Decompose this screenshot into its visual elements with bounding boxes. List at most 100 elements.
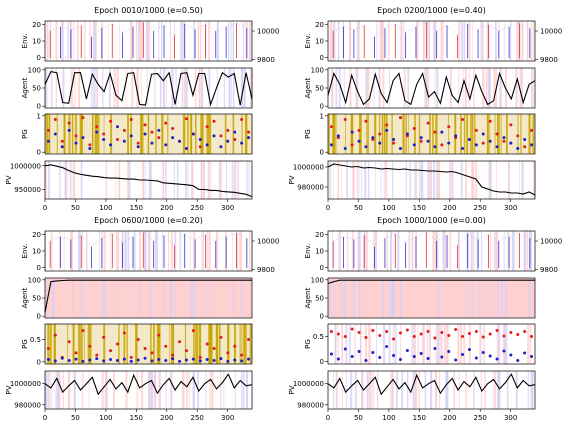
span-mark [156,231,158,271]
span-mark [215,324,218,364]
span-mark [243,324,246,364]
span-mark [140,68,142,108]
span-mark [513,231,515,271]
span-mark [516,21,518,61]
span-mark [181,68,184,108]
span-mark [503,21,505,61]
span-mark [499,68,502,108]
span-mark [48,371,50,409]
pg-blue-point [495,357,499,361]
span-mark [169,278,172,318]
span-mark [128,161,131,199]
span-mark [219,161,222,199]
span-mark [341,161,342,199]
pg-red-point [122,128,126,132]
span-mark [359,278,360,318]
y-tick-label: 0.5 [30,336,41,344]
y-tick-label: 1 [320,112,324,120]
span-mark [79,278,81,318]
span-mark [412,371,414,409]
span-mark [394,324,397,364]
pg-red-point [398,331,402,335]
span-mark [338,231,340,271]
span-mark [48,161,51,199]
span-mark [386,278,388,318]
span-mark [140,114,143,154]
pg-blue-point [523,351,527,355]
pg-blue-point [516,147,520,151]
span-mark [184,324,187,364]
pg-blue-point [102,137,106,141]
x-tick-label: 150 [413,414,426,422]
span-mark [53,278,56,318]
span-mark [113,371,115,409]
span-mark [88,371,90,409]
span-mark [361,161,362,199]
span-mark [418,371,420,409]
span-mark [494,114,496,154]
y-tick-label: 50 [32,295,41,303]
pg-red-point [392,337,396,341]
span-mark [127,114,129,154]
pg-blue-point [205,143,209,147]
span-mark [72,161,75,199]
span-mark [244,68,246,108]
span-mark [443,278,444,318]
pg-red-point [233,344,237,348]
span-mark [376,324,377,364]
span-mark [186,371,188,409]
pg-blue-point [171,357,175,361]
pg-red-point [67,340,71,344]
span-mark [494,68,496,108]
span-mark [77,324,79,364]
pg-blue-point [523,137,527,141]
pg-blue-point [371,351,375,354]
pg-red-point [178,340,182,344]
y-tick-label: 50 [32,85,41,93]
span-mark [220,371,222,409]
pg-red-point [385,123,389,127]
pg-red-point [474,128,478,132]
y-tick-label: 0 [37,264,41,272]
span-mark [187,114,189,154]
span-mark [52,278,55,318]
span-mark [403,68,406,108]
span-mark [380,161,382,199]
chart-3: Epoch 1000/1000 (e=0.00)98001000001020En… [288,216,562,422]
span-mark [435,324,437,364]
y-axis-label: Agent [21,287,29,308]
span-mark [411,324,414,364]
x-tick-label: 300 [504,414,517,422]
span-mark [190,114,193,154]
pg-red-point [205,342,209,346]
span-mark [236,231,238,271]
x-tick-label: 50 [354,414,363,422]
span-mark [434,68,436,108]
span-mark [218,324,221,364]
span-mark [114,68,116,108]
span-mark [531,68,533,108]
y-axis-label: Env. [304,34,312,49]
span-mark [331,68,334,108]
span-mark [441,324,443,364]
right-tick-label: 10000 [257,238,279,246]
y-axis-label: Env. [304,244,312,259]
span-mark [186,68,188,108]
span-mark [102,278,105,318]
span-mark [50,371,52,409]
span-mark [88,278,90,318]
span-mark [435,231,437,271]
span-mark [479,324,481,364]
span-mark [170,231,173,271]
pg-blue-point [157,358,161,362]
span-mark [414,161,416,199]
span-mark [58,371,60,409]
pg-blue-point [157,128,161,132]
span-mark [377,371,379,409]
span-mark [234,371,236,409]
span-mark [55,21,58,61]
span-mark [424,68,426,108]
span-mark [372,371,374,409]
price-line [50,22,247,38]
span-mark [366,114,368,154]
